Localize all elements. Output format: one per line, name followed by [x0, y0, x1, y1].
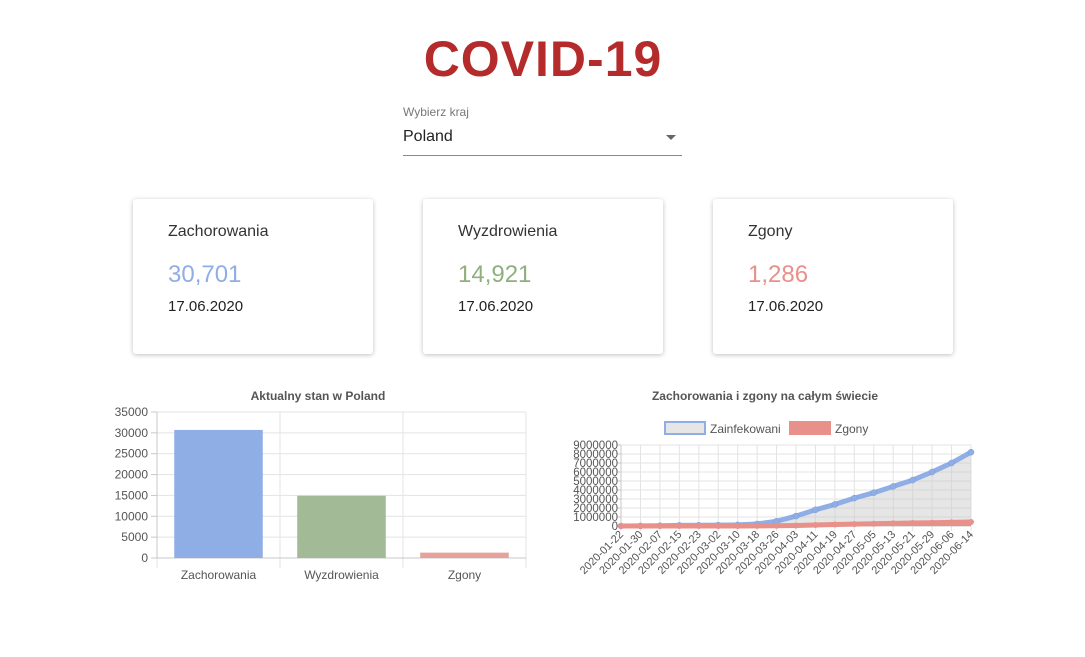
x-tick-label: Zachorowania [181, 568, 257, 582]
line-chart-title: Zachorowania i zgony na całym świecie [651, 389, 879, 403]
x-tick-label: Zgony [448, 568, 481, 582]
point-deaths [715, 522, 722, 529]
point-deaths [812, 522, 819, 529]
covid-logo: COVID-19 [423, 31, 662, 84]
point-deaths [656, 522, 663, 529]
y-tick-label: 15000 [115, 488, 149, 502]
y-tick-label: 9000000 [573, 440, 618, 452]
bar-chart-title: Aktualny stan w Poland [250, 389, 386, 403]
y-tick-label: 30000 [115, 426, 149, 440]
bar [174, 429, 263, 558]
country-select-value: Poland [403, 128, 453, 145]
y-tick-label: 4000000 [573, 485, 618, 497]
point-deaths [929, 519, 936, 526]
point-deaths [968, 519, 974, 526]
y-tick-label: 10000 [115, 509, 149, 523]
y-tick-label: 5000 [121, 530, 148, 544]
bar-chart: 0 5000 10000 15000 20000 25000 30000 35000 Zacho… [115, 405, 527, 582]
y-tick-label: 1000000 [573, 512, 618, 524]
bar [420, 552, 509, 558]
y-tick-label: 25000 [115, 447, 149, 461]
logo: COVID-19 [0, 28, 1085, 89]
y-tick-label: 8000000 [573, 449, 618, 461]
point-deaths [754, 522, 761, 529]
y-tick-label: 20000 [115, 468, 149, 482]
card-date: 17.06.2020 [458, 298, 534, 315]
legend-swatch-deaths [789, 421, 831, 435]
point-infected [909, 476, 916, 484]
point-infected [812, 506, 819, 514]
y-tick-label: 2000000 [573, 503, 618, 515]
card-value: 1,286 [748, 261, 809, 288]
point-deaths [851, 521, 858, 528]
y-tick-label: 35000 [115, 405, 149, 419]
legend-label-deaths: Zgony [835, 422, 868, 436]
country-select: Wybierz kraj Poland [403, 105, 682, 156]
point-deaths [909, 520, 916, 527]
card-title: Zachorowania [168, 223, 269, 240]
point-deaths [948, 519, 955, 526]
logo-text: COVID-19 [423, 31, 662, 84]
point-deaths [734, 522, 741, 529]
y-tick-label: 0 [141, 551, 148, 565]
card-deaths: Zgony 1,286 17.06.2020 [713, 199, 953, 354]
point-infected [967, 448, 975, 456]
point-infected [870, 489, 878, 496]
card-recovered: Wyzdrowienia 14,921 17.06.2020 [423, 199, 663, 354]
point-infected [928, 468, 936, 476]
point-deaths [773, 522, 780, 529]
card-date: 17.06.2020 [748, 298, 824, 315]
bar [297, 495, 386, 558]
point-deaths [637, 522, 644, 529]
point-infected [831, 501, 839, 508]
point-deaths [676, 522, 683, 529]
point-infected [889, 483, 897, 490]
point-deaths [793, 522, 799, 529]
card-value: 14,921 [458, 261, 532, 288]
country-dropdown[interactable]: Poland [403, 125, 682, 156]
card-cases: Zachorowania 30,701 17.06.2020 [133, 199, 373, 354]
card-value: 30,701 [168, 261, 242, 288]
point-deaths [890, 520, 897, 527]
y-tick-label: 3000000 [573, 494, 618, 506]
y-tick-label: 7000000 [573, 458, 618, 470]
y-tick-label: 5000000 [573, 476, 618, 488]
card-date: 17.06.2020 [168, 298, 244, 315]
card-title: Zgony [748, 223, 793, 240]
point-deaths [695, 522, 702, 529]
point-infected [792, 512, 800, 520]
y-tick-label: 0 [612, 521, 618, 533]
y-tick-label: 6000000 [573, 467, 618, 479]
line-chart: Zainfekowani Zgony 01000000200000030000004… [573, 421, 976, 577]
dropdown-arrow-icon [666, 135, 676, 140]
x-tick-label: Wyzdrowienia [304, 568, 379, 582]
point-deaths [831, 521, 838, 528]
point-deaths [618, 522, 624, 529]
country-select-label: Wybierz kraj [403, 105, 469, 119]
point-infected [948, 459, 955, 467]
point-infected [851, 494, 858, 502]
legend-label-infected: Zainfekowani [710, 422, 781, 436]
card-title: Wyzdrowienia [458, 223, 558, 240]
legend-swatch-infected [664, 421, 706, 435]
area-infected [621, 452, 971, 526]
point-deaths [870, 520, 877, 527]
